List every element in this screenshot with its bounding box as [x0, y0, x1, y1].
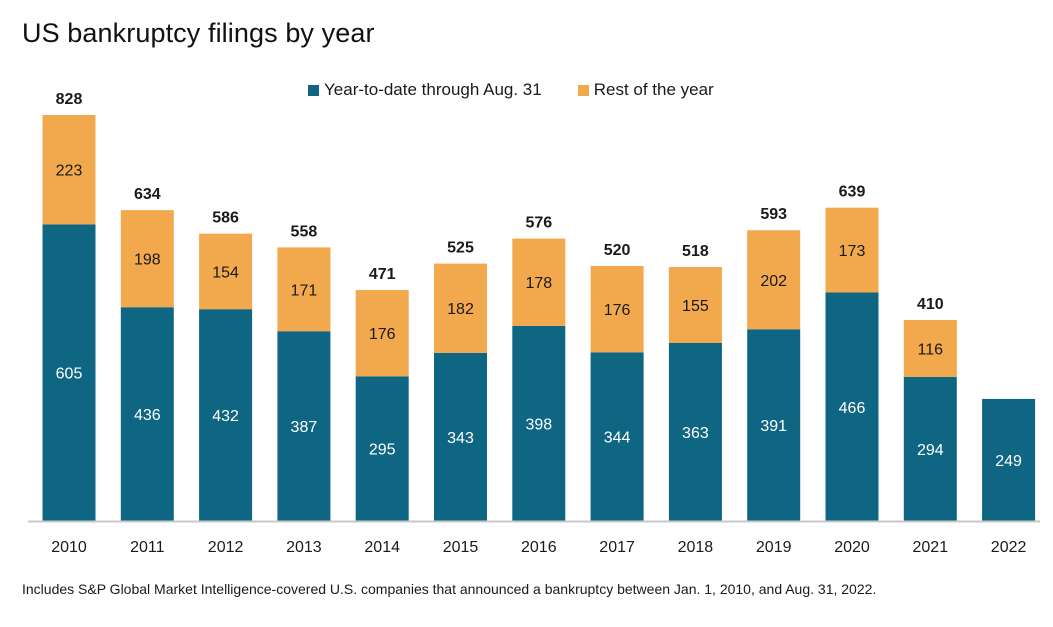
total-label-2014: 471 [369, 266, 396, 283]
value-label-ytd-2017: 344 [604, 430, 631, 447]
bar-ytd-2010 [42, 224, 96, 522]
x-tick-label-2010: 2010 [51, 539, 87, 556]
total-label-2021: 410 [917, 296, 944, 313]
bar-rest-2010 [42, 115, 96, 225]
x-tick-label-2018: 2018 [678, 539, 714, 556]
total-label-2011: 634 [134, 186, 161, 203]
value-label-rest-2018: 155 [682, 298, 709, 315]
value-label-ytd-2010: 605 [56, 366, 83, 383]
bar-ytd-2021 [903, 376, 957, 521]
bar-rest-2014 [355, 290, 409, 377]
x-tick-label-2017: 2017 [599, 539, 635, 556]
value-label-rest-2013: 171 [291, 282, 318, 299]
chart-title: US bankruptcy filings by year [22, 18, 375, 48]
bar-rest-2017 [590, 266, 644, 353]
bar-chart: 223 605 828 2010 198 436 634 2011 154 432 586 2012 1… [28, 91, 1040, 556]
value-label-ytd-2015: 343 [447, 430, 474, 447]
value-label-ytd-2022: 249 [995, 453, 1022, 470]
legend-label-rest: Rest of the year [593, 80, 714, 99]
value-label-rest-2021: 116 [918, 341, 944, 358]
value-label-rest-2016: 178 [525, 275, 552, 292]
total-label-2017: 520 [604, 242, 631, 259]
bar-rest-2018 [668, 267, 722, 344]
total-label-2020: 639 [839, 184, 866, 201]
x-tick-label-2013: 2013 [286, 539, 322, 556]
legend-swatch-ytd [308, 84, 319, 96]
bar-ytd-2017 [590, 352, 644, 521]
legend-swatch-rest [577, 84, 589, 96]
total-label-2010: 828 [56, 91, 83, 108]
x-tick-label-2019: 2019 [756, 539, 792, 556]
value-label-rest-2017: 176 [604, 302, 631, 319]
value-label-rest-2014: 176 [369, 326, 396, 343]
value-label-ytd-2013: 387 [291, 419, 318, 436]
x-tick-label-2014: 2014 [364, 539, 400, 556]
legend: Year-to-date through Aug. 31 Rest of the… [308, 80, 750, 100]
value-label-ytd-2014: 295 [369, 442, 396, 459]
bar-rest-2013 [277, 247, 331, 332]
bar-ytd-2019 [747, 329, 801, 521]
x-tick-label-2021: 2021 [913, 539, 949, 556]
x-tick-label-2016: 2016 [521, 539, 557, 556]
total-label-2012: 586 [212, 210, 239, 227]
value-label-rest-2011: 198 [134, 252, 161, 269]
bar-rest-2015 [434, 263, 487, 353]
bar-ytd-2022 [982, 398, 1036, 521]
bar-rest-2019 [747, 230, 801, 330]
x-tick-label-2011: 2011 [130, 539, 165, 556]
bar-rest-2011 [120, 210, 174, 308]
x-tick-label-2020: 2020 [834, 539, 870, 556]
bar-ytd-2018 [668, 343, 722, 521]
value-label-ytd-2012: 432 [212, 408, 239, 425]
bar-ytd-2020 [825, 292, 879, 521]
footnote: Includes S&P Global Market Intelligence-… [22, 581, 877, 597]
bar-ytd-2013 [277, 331, 331, 521]
bar-ytd-2014 [355, 376, 409, 521]
total-label-2016: 576 [525, 215, 552, 232]
value-label-ytd-2021: 294 [917, 442, 944, 459]
bar-ytd-2016 [512, 325, 566, 521]
value-label-ytd-2011: 436 [134, 407, 161, 424]
value-label-rest-2020: 173 [839, 243, 866, 260]
x-tick-label-2022: 2022 [991, 539, 1027, 556]
value-label-ytd-2016: 398 [525, 416, 552, 433]
bar-ytd-2011 [120, 307, 174, 521]
bar-ytd-2012 [199, 309, 253, 521]
value-label-ytd-2020: 466 [839, 400, 866, 417]
legend-label-ytd: Year-to-date through Aug. 31 [324, 80, 542, 99]
bar-ytd-2015 [434, 352, 487, 521]
legend-item-ytd: Year-to-date through Aug. 31 [308, 80, 542, 100]
legend-item-rest: Rest of the year [577, 80, 714, 100]
bar-rest-2012 [199, 233, 253, 310]
total-label-2015: 525 [447, 240, 474, 257]
value-label-ytd-2018: 363 [682, 425, 709, 442]
value-label-rest-2015: 182 [447, 301, 474, 318]
value-label-rest-2010: 223 [56, 163, 83, 180]
total-label-2018: 518 [682, 243, 709, 260]
x-tick-label-2012: 2012 [208, 539, 244, 556]
value-label-rest-2019: 202 [760, 273, 787, 290]
x-tick-label-2015: 2015 [443, 539, 479, 556]
bar-rest-2016 [512, 238, 566, 326]
value-label-rest-2012: 154 [212, 264, 239, 281]
bar-rest-2021 [903, 319, 957, 377]
bar-rest-2020 [825, 207, 879, 293]
value-label-ytd-2019: 391 [760, 418, 787, 435]
total-label-2019: 593 [760, 206, 787, 223]
total-label-2013: 558 [291, 223, 318, 240]
